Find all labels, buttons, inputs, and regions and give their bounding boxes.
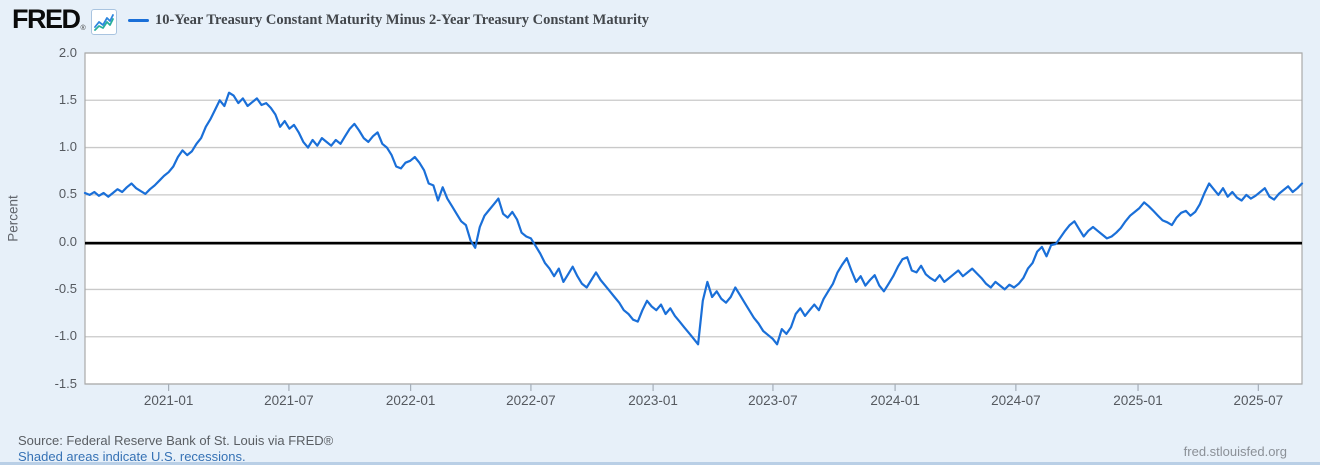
y-tick-label: -0.5 bbox=[54, 280, 77, 296]
series-title[interactable]: 10-Year Treasury Constant Maturity Minus… bbox=[155, 12, 650, 28]
registered-mark: ® bbox=[80, 25, 86, 32]
x-tick-label: 2021-01 bbox=[143, 393, 194, 408]
y-tick-label: -1.0 bbox=[54, 328, 77, 344]
x-tick-label: 2021-07 bbox=[264, 393, 314, 408]
y-tick-label: 0.5 bbox=[58, 186, 77, 202]
source-text: Source: Federal Reserve Bank of St. Loui… bbox=[18, 433, 334, 448]
y-tick-label: 1.0 bbox=[58, 139, 77, 155]
x-tick-label: 2024-07 bbox=[991, 393, 1041, 408]
chart-footer: Source: Federal Reserve Bank of St. Loui… bbox=[0, 430, 1320, 464]
line-chart-icon[interactable] bbox=[91, 9, 117, 35]
x-tick-label: 2022-07 bbox=[506, 393, 556, 408]
x-tick-label: 2023-07 bbox=[748, 393, 798, 408]
y-tick-label: 1.5 bbox=[58, 91, 77, 107]
chart-header: FRED® 10-Year Treasury Constant Maturity… bbox=[0, 0, 1320, 40]
y-tick-label: -1.5 bbox=[54, 375, 77, 391]
y-tick-label: 2.0 bbox=[58, 44, 77, 60]
y-tick-label: 0.0 bbox=[58, 233, 77, 249]
x-tick-label: 2024-01 bbox=[870, 393, 920, 408]
x-tick-label: 2025-01 bbox=[1113, 393, 1163, 408]
fred-logo[interactable]: FRED® bbox=[12, 4, 86, 34]
recessions-link[interactable]: Shaded areas indicate U.S. recessions. bbox=[18, 449, 246, 464]
x-tick-label: 2023-01 bbox=[628, 393, 678, 408]
x-tick-label: 2025-07 bbox=[1233, 393, 1284, 408]
site-url: fred.stlouisfed.org bbox=[1183, 444, 1287, 459]
x-tick-label: 2022-01 bbox=[385, 393, 436, 408]
chart-plot-area[interactable]: 2.0 1.5 1.0 0.5 0.0 -0.5 -1.0 -1.5 2021-01 2021-0… bbox=[0, 0, 1320, 420]
legend-line-swatch bbox=[128, 19, 149, 22]
